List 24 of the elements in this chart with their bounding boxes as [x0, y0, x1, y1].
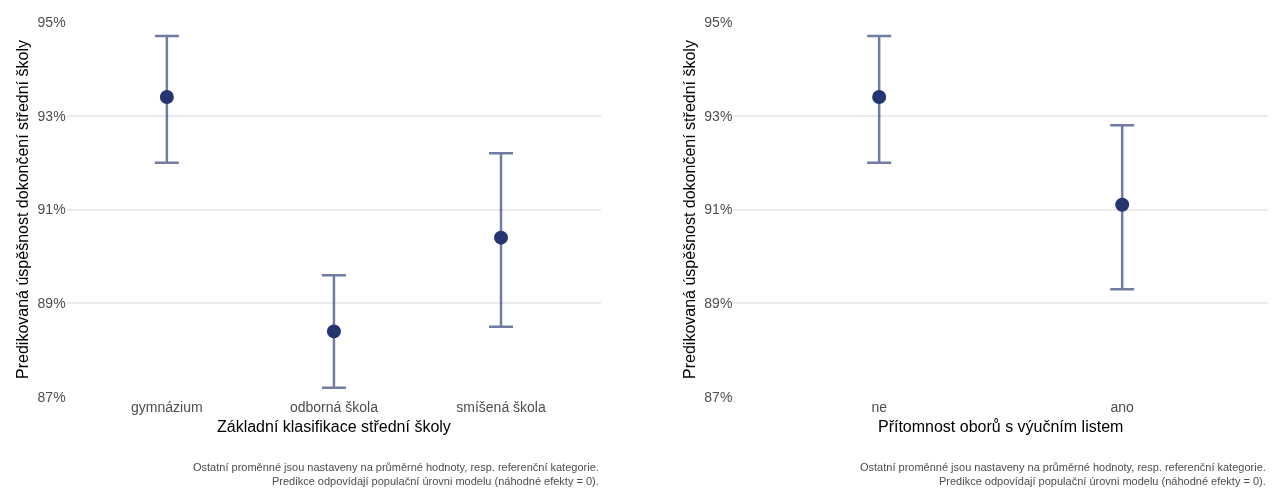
y-axis-title: Predikovaná úspěšnost dokončení střední školy	[681, 40, 699, 379]
y-tick-label: 89%	[704, 295, 733, 312]
x-tick-label: gymnázium	[131, 399, 203, 415]
y-tick-label: 87%	[37, 388, 66, 405]
x-axis-title: Přítomnost oborů s výučním listem	[877, 417, 1124, 435]
y-tick-label: 93%	[704, 107, 733, 124]
text: Ostatní proměnné jsou nastaveny na průměrné hodnoty, resp. referenční kategorie. Predikce odpovídají populační úrovni modelu (náhodné efekty = 0).	[860, 461, 1266, 488]
x-tick-label: odborná škola	[289, 399, 379, 415]
x-tick-label: smíšená škola	[456, 399, 546, 415]
point	[326, 324, 341, 339]
y-tick-label: 87%	[704, 388, 733, 405]
text: Ostatní proměnné jsou nastaveny na průměrné hodnoty, resp. referenční kategorie. Predikce odpovídají populační úrovni modelu (náhodné efekty = 0).	[193, 461, 599, 488]
y-tick-label: 95%	[37, 13, 66, 30]
y-tick-label: 91%	[704, 201, 733, 218]
x-axis-title: Základní klasifikace střední školy	[217, 417, 451, 435]
y-tick-label: 89%	[37, 295, 66, 312]
x-tick-label: ano	[1110, 399, 1135, 415]
y-tick-label: 95%	[704, 13, 733, 30]
y-axis-title: Predikovaná úspěšnost dokončení střední školy	[14, 40, 32, 379]
y-tick-label: 91%	[37, 201, 66, 218]
y-tick-label: 93%	[37, 107, 66, 124]
point	[494, 230, 509, 245]
point	[159, 90, 174, 104]
x-tick-label: ne	[871, 399, 888, 415]
